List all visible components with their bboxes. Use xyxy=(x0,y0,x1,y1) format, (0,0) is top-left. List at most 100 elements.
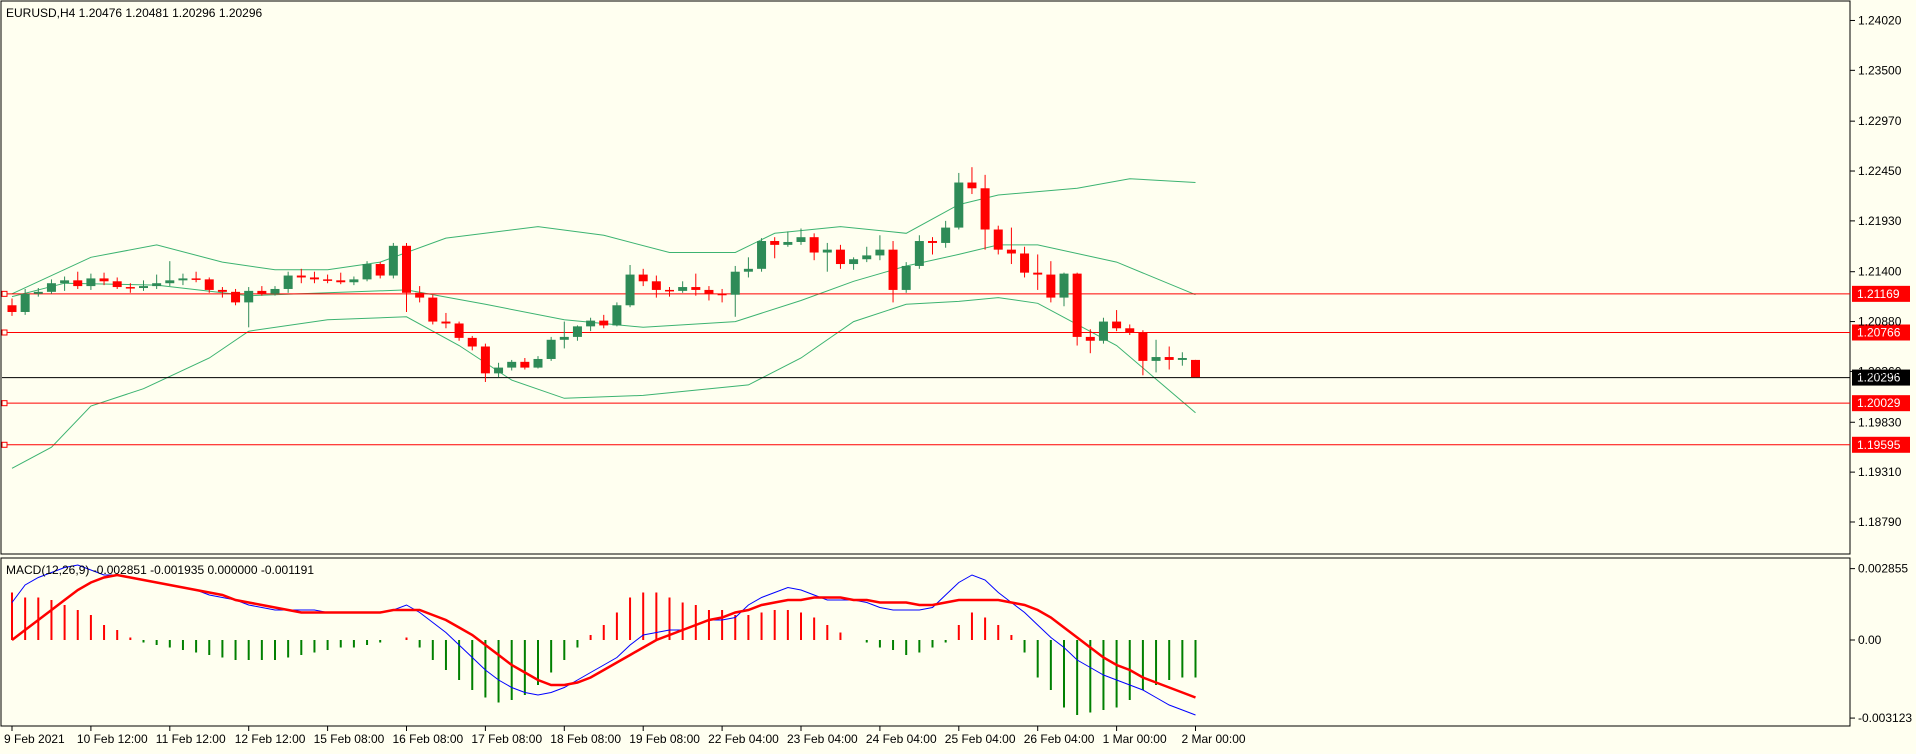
time-tick-label: 24 Feb 04:00 xyxy=(866,732,937,746)
candle-body-bear xyxy=(7,305,17,312)
level-handle xyxy=(1,290,8,297)
time-tick-label: 23 Feb 04:00 xyxy=(787,732,858,746)
candle-body-bear xyxy=(73,280,83,287)
candle-body-bear xyxy=(204,279,214,290)
candle-body-bull xyxy=(954,182,964,228)
candle-body-bull xyxy=(678,287,688,291)
level-price-tag xyxy=(1852,436,1910,453)
candle-body-bull xyxy=(757,241,767,269)
candle-body-bear xyxy=(480,346,490,374)
candle-body-bear xyxy=(454,323,464,338)
candle-body-bull xyxy=(283,275,293,289)
candle-body-bear xyxy=(665,289,674,292)
macd-indicator: 0.002855 0.00 -0.003123 xyxy=(11,562,1912,725)
candle-body-bull xyxy=(178,278,188,281)
candle-body-bull xyxy=(270,288,280,294)
candle-body-bear xyxy=(217,289,227,292)
level-price-tag xyxy=(1852,285,1910,302)
candle-body-bull xyxy=(796,237,806,242)
time-tick-label: 12 Feb 12:00 xyxy=(235,732,306,746)
candle-body-bear xyxy=(191,278,201,280)
candle-body-bear xyxy=(520,361,530,368)
candle-body-bear xyxy=(428,297,438,322)
candle-body-bear xyxy=(309,277,319,280)
candle-body-bull xyxy=(914,241,924,266)
horizontal-levels: 1.21169 1.20766 1.20029 1.19595 1.20296 xyxy=(1,285,1910,453)
candle-body-bull xyxy=(165,280,175,284)
candle-body-bear xyxy=(1138,332,1148,361)
candle-body-bear xyxy=(1020,253,1030,273)
candle-body-bear xyxy=(402,245,411,293)
candle-body-bear xyxy=(651,281,661,290)
time-tick-label: 1 Mar 00:00 xyxy=(1103,732,1167,746)
candle-body-bull xyxy=(572,326,582,337)
time-tick-label: 19 Feb 08:00 xyxy=(629,732,700,746)
candle-body-bear xyxy=(112,281,122,288)
candle-body-bull xyxy=(783,241,793,245)
candle-body-bear xyxy=(967,182,977,189)
candle-body-bull xyxy=(86,278,96,287)
candle-body-bear xyxy=(993,229,1003,250)
bollinger-lower xyxy=(11,297,1196,469)
candle-body-bull xyxy=(559,336,569,340)
candle-body-bear xyxy=(323,279,333,281)
candle-body-bear xyxy=(638,274,648,282)
candle-body-bear xyxy=(835,249,845,265)
candle-body-bear xyxy=(1164,357,1174,360)
macd-signal-line xyxy=(11,573,1196,699)
price-tick-label: 1.19310 xyxy=(1858,465,1902,479)
candle-body-bull xyxy=(743,268,753,272)
candle-body-bull xyxy=(730,271,740,295)
candle-body-bear xyxy=(770,241,780,245)
candle-body-bull xyxy=(612,305,622,326)
candle-body-bull xyxy=(941,227,951,243)
bid-price-tag xyxy=(1852,369,1910,386)
candle-body-bear xyxy=(336,280,346,283)
time-tick-label: 22 Feb 04:00 xyxy=(708,732,779,746)
candle-body-bull xyxy=(822,249,832,253)
candle-body-bear xyxy=(1033,272,1043,275)
candle-body-bull xyxy=(388,245,398,276)
macd-title: MACD(12,26,9) -0.002851 -0.001935 0.0000… xyxy=(6,563,314,577)
candle-body-bear xyxy=(1112,321,1122,329)
candle-body-bear xyxy=(375,264,385,276)
level-price-tag xyxy=(1852,324,1910,341)
candle-body-bull xyxy=(46,283,56,292)
candle-body-bear xyxy=(257,290,267,294)
candle-body-bull xyxy=(139,286,148,289)
macd-line xyxy=(11,564,1196,716)
level-price-tag xyxy=(1852,395,1910,412)
candle-body-bull xyxy=(1177,358,1187,360)
level-price-label: 1.20766 xyxy=(1857,326,1901,340)
time-tick-label: 17 Feb 08:00 xyxy=(471,732,542,746)
time-tick-label: 15 Feb 08:00 xyxy=(314,732,385,746)
time-tick-label: 26 Feb 04:00 xyxy=(1024,732,1095,746)
price-tick-label: 1.22970 xyxy=(1858,114,1902,128)
candle-body-bear xyxy=(125,287,135,289)
macd-tick-label: 0.002855 xyxy=(1858,562,1908,576)
price-tick-label: 1.23500 xyxy=(1858,63,1902,77)
time-tick-label: 9 Feb 2021 xyxy=(4,732,65,746)
candle-body-bear xyxy=(1191,359,1200,378)
candle-body-bear xyxy=(415,292,425,298)
price-tick-label: 1.20360 xyxy=(1858,364,1902,378)
level-handle xyxy=(1,441,8,448)
price-tick-label: 1.18790 xyxy=(1858,515,1902,529)
time-tick-label: 25 Feb 04:00 xyxy=(945,732,1016,746)
price-tick-label: 1.24020 xyxy=(1858,13,1902,27)
candle-body-bull xyxy=(33,291,43,294)
candle-body-bear xyxy=(928,241,937,243)
candle-body-bear xyxy=(717,293,727,296)
macd-tick-label: 0.00 xyxy=(1858,633,1882,647)
price-tick-label: 1.21400 xyxy=(1858,265,1902,279)
candle-body-bear xyxy=(441,321,451,324)
candle-body-bull xyxy=(901,265,911,290)
candle-body-bull xyxy=(875,249,885,256)
candle-body-bull xyxy=(60,280,70,284)
candle-body-bear xyxy=(888,249,898,290)
candle-body-bull xyxy=(862,255,872,260)
time-tick-label: 2 Mar 00:00 xyxy=(1182,732,1246,746)
candle-body-bull xyxy=(533,358,543,368)
candle-body-bear xyxy=(1072,273,1082,337)
level-handle xyxy=(1,329,8,336)
